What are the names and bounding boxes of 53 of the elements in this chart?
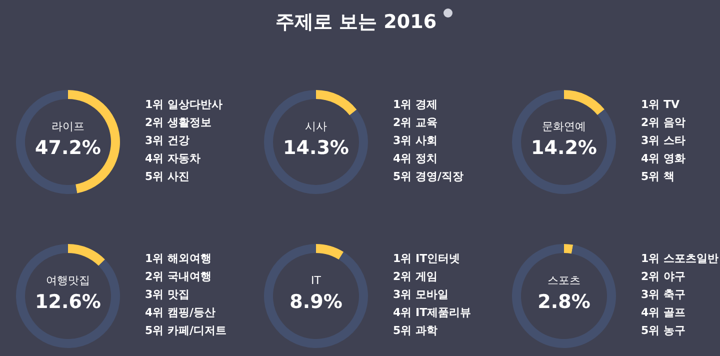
donut-slice	[264, 244, 368, 348]
text: 2위 국내여행	[145, 270, 212, 283]
donut-slice	[264, 90, 368, 194]
donut-slice	[512, 90, 616, 194]
text: 5위 경영/직장	[393, 170, 464, 183]
donut-slice	[564, 90, 604, 116]
slice-label: 여행맛집	[46, 274, 90, 287]
text: 4위 IT제품리뷰	[393, 306, 472, 319]
text: 3위 건강	[145, 134, 190, 147]
text: 4위 영화	[641, 152, 686, 165]
donut-slice	[564, 244, 574, 254]
text: 4위 골프	[641, 306, 686, 319]
text: 2위 야구	[641, 270, 686, 283]
slice-label: 라이프	[52, 120, 84, 133]
text: 4위 자동차	[145, 152, 200, 165]
text: 2위 교육	[393, 116, 438, 129]
text: 1위 TV	[641, 98, 680, 111]
data-label: 47.2%	[35, 137, 101, 159]
donut-slice	[16, 244, 120, 348]
text: 1위 경제	[393, 98, 438, 111]
slice-label: 스포츠	[548, 274, 580, 287]
donut-slice	[316, 244, 344, 260]
text: 2위 생활정보	[145, 116, 212, 129]
text: 1위 해외여행	[145, 252, 212, 265]
text: 주제로 보는 2016	[275, 11, 437, 33]
donut-slice	[316, 90, 357, 116]
text: 4위 캠핑/등산	[145, 306, 216, 319]
text: 5위 책	[641, 170, 674, 183]
text: 3위 맛집	[145, 288, 190, 301]
text: 1위 스포츠일반	[641, 252, 718, 265]
text: 1위 일상다반사	[145, 98, 222, 111]
text: 5위 농구	[641, 324, 686, 337]
data-label: 14.3%	[283, 137, 349, 159]
text: 3위 스타	[641, 134, 686, 147]
data-label: 12.6%	[35, 291, 101, 313]
slice-label: 시사	[305, 120, 327, 133]
text: 4위 정치	[393, 152, 438, 165]
slice-label: 문화연예	[542, 120, 586, 133]
text: 2위 음악	[641, 116, 686, 129]
text: 5위 과학	[393, 324, 438, 337]
data-label: 14.2%	[531, 137, 597, 159]
data-label: 8.9%	[290, 291, 342, 313]
donut-slice	[68, 244, 105, 266]
donut-slice	[512, 244, 616, 348]
text: 5위 카페/디저트	[145, 324, 227, 337]
text: 3위 사회	[393, 134, 438, 147]
text: 3위 모바일	[393, 288, 448, 301]
slice-label: IT	[311, 274, 322, 287]
text: 5위 사진	[145, 170, 190, 183]
text: 2위 게임	[393, 270, 438, 283]
text: 1위 IT인터넷	[393, 252, 460, 265]
data-label: 2.8%	[538, 291, 590, 313]
text: 3위 축구	[641, 288, 686, 301]
